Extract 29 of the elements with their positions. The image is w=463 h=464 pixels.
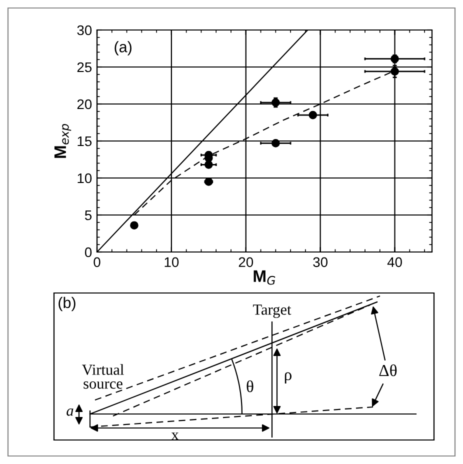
point	[308, 110, 318, 120]
annotation: (a)	[114, 41, 132, 56]
point	[130, 221, 138, 230]
text: x	[171, 432, 179, 440]
y-tick-label: 25	[77, 62, 92, 72]
text: Target	[253, 304, 292, 318]
y-tick-label: 0	[84, 247, 92, 258]
y-tick-label: 30	[77, 25, 92, 36]
text: θ	[246, 380, 254, 392]
y-tick-label: 5	[84, 210, 92, 220]
point	[204, 160, 213, 169]
x-tick-label: 10	[164, 257, 179, 268]
y-tick-label: 10	[78, 173, 92, 184]
point	[390, 67, 399, 76]
x-tick-label: 30	[313, 257, 328, 268]
x-tick-label: 40	[387, 257, 402, 268]
text: a	[66, 408, 74, 416]
y-tick-label: 20	[77, 99, 92, 110]
text: (b)	[58, 296, 76, 312]
text: ρ	[284, 372, 292, 384]
x-axis-title: M$_{G}$	[254, 270, 276, 285]
y-tick-label: 15	[78, 136, 92, 146]
point	[204, 178, 213, 186]
point	[272, 139, 280, 148]
text: Virtual source	[82, 364, 124, 389]
text: Δθ	[379, 364, 397, 376]
x-tick-label: 20	[238, 257, 254, 268]
y-axis-title: M$_{exp}$	[54, 124, 72, 158]
x-tick-label: 0	[94, 257, 100, 268]
